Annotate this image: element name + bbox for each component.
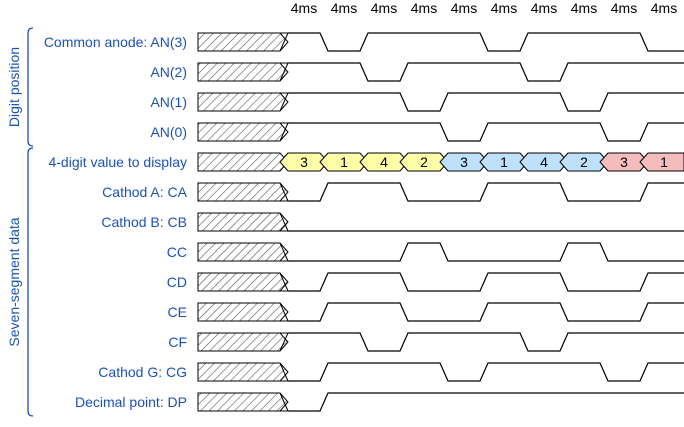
- waveform-entry: [279, 32, 289, 52]
- time-slot-label: 4ms: [331, 0, 357, 16]
- unknown-region: [197, 272, 289, 292]
- bus-value: 3: [300, 154, 308, 170]
- bus-segment: [639, 152, 684, 172]
- waveform: [288, 242, 684, 262]
- signal-row: 4-digit value to display 3 1 4 2 3 1 4 2 3 1: [48, 152, 684, 172]
- waveform-entry: [279, 302, 289, 322]
- unknown-region: [197, 62, 289, 82]
- signal-row: CE: [168, 302, 684, 322]
- waveform: [288, 182, 684, 202]
- group-label: Digit position: [6, 47, 22, 127]
- unknown-region: [197, 122, 289, 142]
- bus-value: 4: [380, 154, 388, 170]
- signal-label: Common anode: AN(3): [44, 34, 187, 50]
- waveform: [288, 332, 684, 352]
- signal-row: AN(1): [150, 92, 684, 112]
- waveform-entry: [279, 212, 289, 232]
- signal-row: CF: [168, 332, 684, 352]
- time-slot-label: 4ms: [291, 0, 317, 16]
- bus-value: 1: [660, 154, 668, 170]
- time-slot-label: 4ms: [411, 0, 437, 16]
- signal-label: Cathod G: CG: [98, 364, 187, 380]
- time-slot-label: 4ms: [571, 0, 597, 16]
- waveform-entry: [279, 332, 289, 352]
- bus-value: 1: [500, 154, 508, 170]
- waveform: [288, 392, 684, 412]
- waveform: [288, 362, 684, 382]
- unknown-region: [197, 212, 289, 232]
- signal-label: Decimal point: DP: [75, 394, 187, 410]
- group-bracket: [27, 27, 34, 147]
- signal-label: CC: [167, 244, 187, 260]
- signal-row: Common anode: AN(3): [44, 32, 684, 52]
- unknown-region: [197, 92, 289, 112]
- time-slot-label: 4ms: [611, 0, 637, 16]
- waveform-entry: [279, 362, 289, 382]
- time-slot-label: 4ms: [371, 0, 397, 16]
- waveform: [288, 92, 684, 112]
- signal-row: AN(0): [150, 122, 684, 142]
- bus-value: 3: [620, 154, 628, 170]
- unknown-region: [197, 302, 289, 322]
- time-axis-header: 4ms 4ms 4ms 4ms 4ms 4ms 4ms 4ms 4ms 4ms: [291, 0, 677, 16]
- time-slot-label: 4ms: [651, 0, 677, 16]
- signal-groups: Digit position Seven-segment data: [6, 27, 34, 417]
- waveform-entry: [279, 92, 289, 112]
- group-label: Seven-segment data: [6, 217, 22, 346]
- waveform-entry: [279, 392, 289, 412]
- group-bracket: [27, 147, 34, 417]
- unknown-region: [197, 362, 289, 382]
- signal-label: CD: [167, 274, 187, 290]
- signal-label: AN(0): [150, 124, 187, 140]
- signal-row: Decimal point: DP: [75, 392, 684, 412]
- time-slot-label: 4ms: [491, 0, 517, 16]
- signal-label: CF: [168, 334, 187, 350]
- waveform-entry: [279, 122, 289, 142]
- bus-value: 1: [340, 154, 348, 170]
- waveform-entry: [279, 62, 289, 82]
- waveform: [288, 62, 684, 82]
- signal-row: AN(2): [150, 62, 684, 82]
- time-slot-label: 4ms: [531, 0, 557, 16]
- unknown-region: [197, 332, 289, 352]
- waveform-entry: [279, 182, 289, 202]
- waveform-entry: [279, 242, 289, 262]
- signal-label: 4-digit value to display: [48, 154, 187, 170]
- waveform: [288, 122, 684, 142]
- unknown-region: [197, 152, 289, 172]
- signal-label: CE: [168, 304, 187, 320]
- signal-row: Cathod G: CG: [98, 362, 684, 382]
- signal-label: Cathod B: CB: [101, 214, 187, 230]
- unknown-region: [197, 242, 289, 262]
- signal-row: Cathod A: CA: [102, 182, 684, 202]
- unknown-region: [197, 392, 289, 412]
- signal-label: AN(2): [150, 64, 187, 80]
- time-slot-label: 4ms: [451, 0, 477, 16]
- waveform: [288, 272, 684, 292]
- bus-value: 2: [420, 154, 428, 170]
- bus-value: 2: [580, 154, 588, 170]
- waveform-entry: [279, 272, 289, 292]
- signal-row: CC: [167, 242, 684, 262]
- unknown-region: [197, 32, 289, 52]
- waveform: [288, 302, 684, 322]
- bus-value: 3: [460, 154, 468, 170]
- signal-row: Cathod B: CB: [101, 212, 684, 232]
- signal-label: Cathod A: CA: [102, 184, 187, 200]
- bus-value: 4: [540, 154, 548, 170]
- signal-label: AN(1): [150, 94, 187, 110]
- waveform: [288, 32, 684, 52]
- signal-row: CD: [167, 272, 684, 292]
- unknown-region: [197, 182, 289, 202]
- signal-rows: Common anode: AN(3) AN(2) AN(1) AN(0) 4-digi…: [44, 32, 684, 412]
